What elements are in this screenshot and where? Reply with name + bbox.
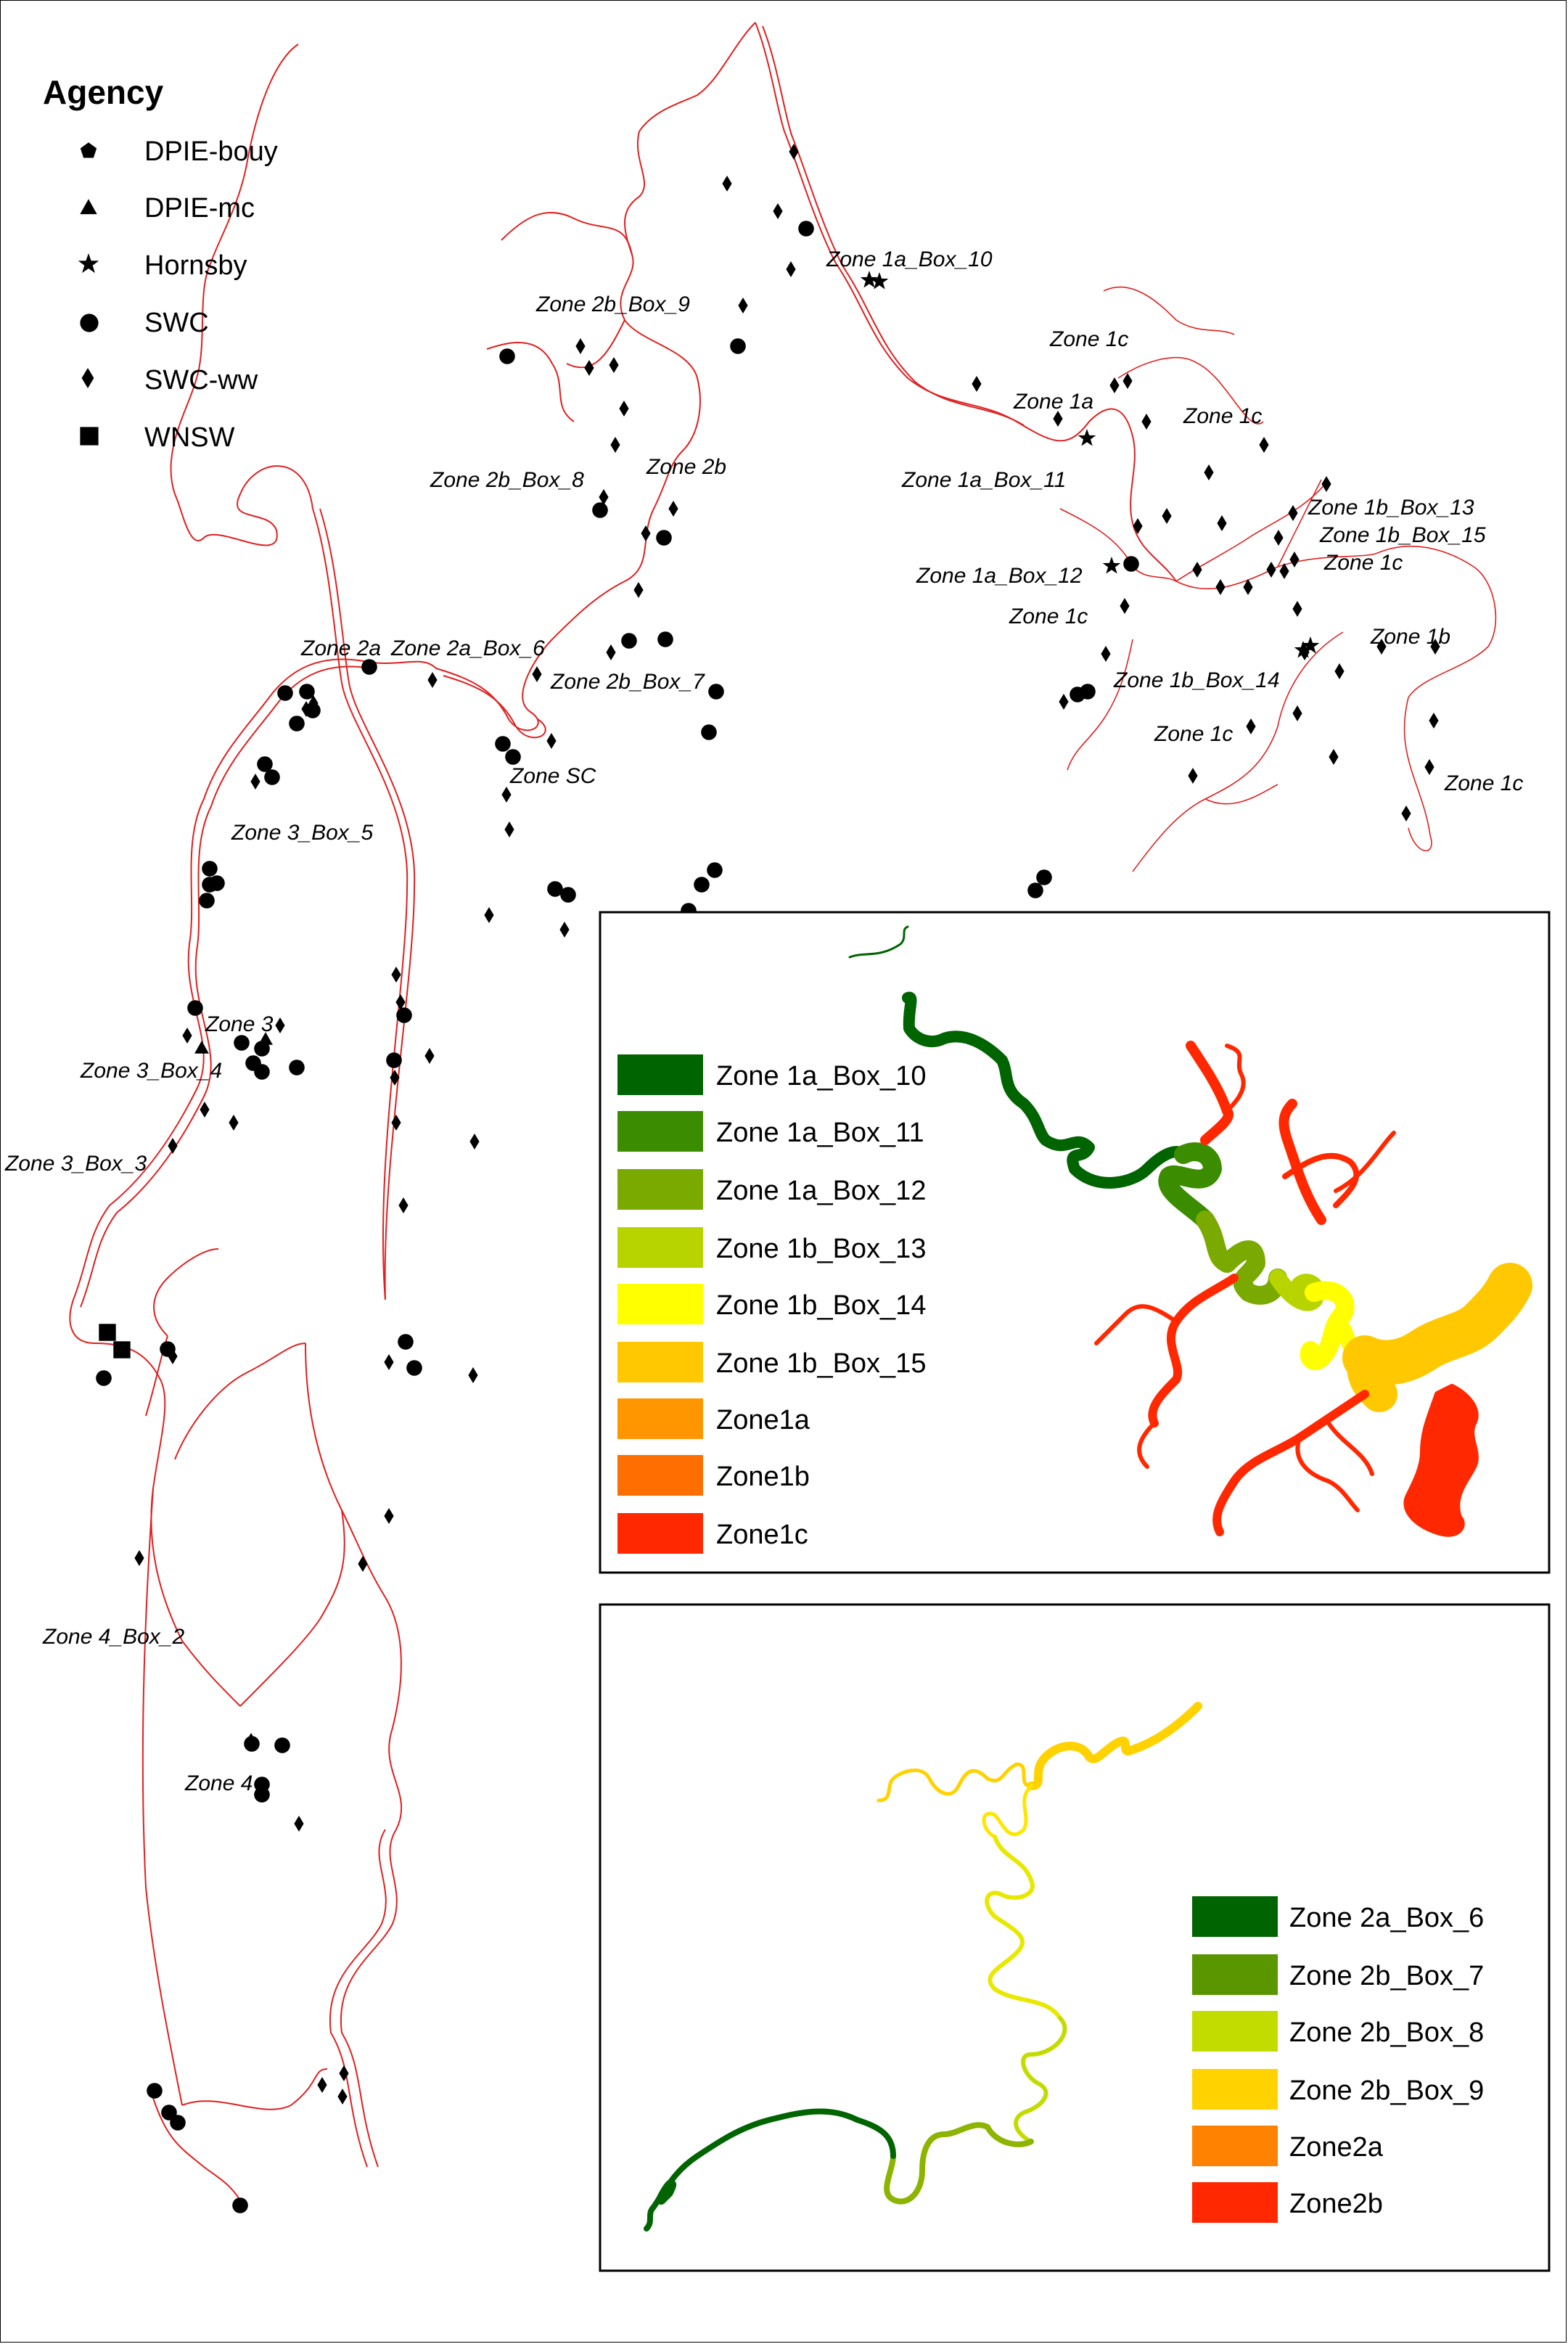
circle-icon	[80, 314, 99, 332]
inset-zone2-legend-label: Zone 2b_Box_9	[1289, 2075, 1484, 2106]
inset-zone2-legend-label: Zone 2a_Box_6	[1289, 1903, 1484, 1933]
zone-label: Zone 4_Box_2	[42, 1625, 184, 1649]
legend-swatch	[617, 1513, 703, 1554]
triangle-icon	[80, 199, 97, 215]
legend-swatch	[617, 1455, 703, 1496]
diamond-icon	[81, 368, 94, 388]
zone-label: Zone 1a_Box_10	[826, 247, 993, 271]
inset-zone1-legend-label: Zone 1b_Box_15	[716, 1348, 926, 1379]
zone-label: Zone 1b_Box_15	[1319, 523, 1486, 547]
legend-swatch	[617, 1054, 703, 1095]
zone-label: Zone 1c	[1049, 327, 1128, 351]
agency-legend-label: DPIE-mc	[144, 193, 255, 224]
zone-label: Zone 1a_Box_12	[916, 564, 1083, 588]
legend-swatch	[1192, 2011, 1278, 2052]
inset-zone1: Zone 1a_Box_10 Zone 1a_Box_11 Zone 1a_Bo…	[599, 911, 1551, 1574]
legend-swatch	[1192, 2126, 1278, 2166]
legend-swatch	[617, 1398, 703, 1439]
zone-label: Zone 1c	[1154, 722, 1233, 746]
inset-zone2-legend-label: Zone 2b_Box_8	[1289, 2017, 1484, 2048]
legend-swatch	[617, 1227, 703, 1268]
inset-zone1-legend-label: Zone1b	[716, 1462, 810, 1492]
zone-label: Zone 1c	[1323, 551, 1403, 575]
zone-label: Zone 2b	[646, 455, 726, 479]
agency-legend-title: Agency	[43, 73, 164, 111]
legend-swatch	[617, 1342, 703, 1382]
zone-label: Zone 2b_Box_9	[535, 292, 690, 316]
inset-zone2-legend-label: Zone2a	[1289, 2132, 1384, 2163]
legend-swatch	[1192, 2182, 1278, 2223]
river-network	[69, 22, 1497, 2208]
zone-label: Zone 1c	[1009, 605, 1088, 628]
legend-swatch	[617, 1111, 703, 1152]
legend-swatch	[1192, 1896, 1278, 1937]
zone-label: Zone 3_Box_5	[231, 821, 373, 845]
agency-legend-label: Hornsby	[144, 250, 247, 281]
inset-zone1-legend-label: Zone1a	[716, 1405, 810, 1435]
inset-zone1-zone1c	[1094, 1041, 1479, 1537]
inset-zone1-legend-label: Zone 1a_Box_11	[716, 1118, 924, 1148]
zone-label: Zone SC	[509, 764, 596, 788]
pentagon-icon	[80, 142, 97, 158]
inset-zone1-legend-label: Zone 1a_Box_10	[716, 1061, 926, 1091]
inset-zone1-legend-label: Zone 1b_Box_13	[716, 1234, 926, 1264]
zone-labels: Zone 1a_Box_10 Zone 1c Zone 1a Zone 1c Z…	[4, 247, 1523, 1795]
inset-zone1-legend-label: Zone1c	[716, 1520, 808, 1550]
inset-zone1-legend-label: Zone 1b_Box_14	[716, 1290, 926, 1321]
legend-swatch	[617, 1284, 703, 1324]
inset-zone1-legend-label: Zone 1a_Box_12	[716, 1176, 926, 1206]
square-icon	[80, 427, 99, 446]
agency-legend-label: WNSW	[144, 422, 235, 453]
zone-label: Zone 2b_Box_7	[550, 670, 705, 694]
inset-zone2-river	[644, 1702, 1202, 2232]
inset-zone2-legend: Zone 2a_Box_6 Zone 2b_Box_7 Zone 2b_Box_…	[1192, 1896, 1484, 2223]
zone-label: Zone 2a	[300, 636, 381, 660]
zone-label: Zone 1c	[1183, 404, 1262, 428]
inset-zone2: Zone 2a_Box_6 Zone 2b_Box_7 Zone 2b_Box_…	[599, 1603, 1551, 2272]
zone-label: Zone 2b_Box_8	[430, 468, 584, 492]
zone-label: Zone 1b_Box_13	[1308, 496, 1474, 520]
zone-label: Zone 3_Box_3	[4, 1152, 147, 1176]
zone-label: Zone 4	[184, 1771, 253, 1795]
zone-label: Zone 3_Box_4	[80, 1059, 222, 1083]
agency-legend-label: SWC	[144, 308, 209, 338]
legend-swatch	[1192, 2069, 1278, 2110]
agency-legend: Agency DPIE-bouy DPIE-mc Hornsby SWC SWC…	[43, 73, 278, 453]
legend-swatch	[1192, 1954, 1278, 1995]
inset-zone1-river	[848, 925, 1532, 1412]
wnsw-markers	[99, 1324, 131, 1359]
star-icon	[78, 253, 99, 274]
legend-swatch	[617, 1169, 703, 1210]
zone-label: Zone 3	[205, 1012, 274, 1036]
zone-label: Zone 1a	[1013, 390, 1093, 414]
zone-label: Zone 1b_Box_14	[1113, 668, 1280, 692]
agency-legend-label: SWC-ww	[144, 365, 258, 396]
zone-label: Zone 1c	[1444, 771, 1523, 795]
inset-zone1-legend: Zone 1a_Box_10 Zone 1a_Box_11 Zone 1a_Bo…	[617, 1054, 926, 1554]
inset-zone2-legend-label: Zone 2b_Box_7	[1289, 1961, 1484, 1991]
agency-legend-label: DPIE-bouy	[144, 136, 278, 167]
inset-zone2-legend-label: Zone2b	[1289, 2189, 1383, 2219]
zone-label: Zone 1a_Box_11	[901, 468, 1066, 492]
zone-label: Zone 2a_Box_6	[390, 636, 545, 660]
